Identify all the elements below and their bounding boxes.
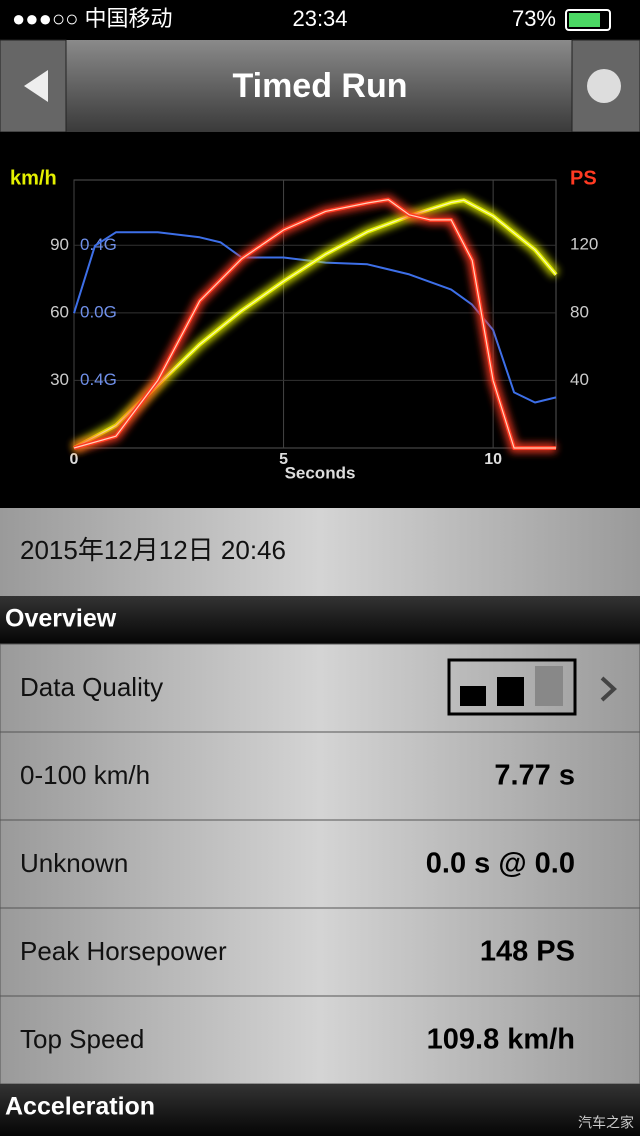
x-axis-label: Seconds [285,463,356,482]
date-row [0,508,640,596]
quality-bar [497,677,524,706]
row [0,731,640,821]
battery-icon [565,9,611,31]
series-line [73,231,557,404]
y-tick-label: 30 [50,370,69,389]
row-value: 148 PS [480,936,575,968]
row-label: Unknown [20,848,128,878]
line-core [73,198,556,449]
quality-bar [535,666,563,706]
quality-bar [460,686,486,706]
section-title: Overview [5,605,117,633]
row-label: Top Speed [20,1024,144,1054]
battery-level [569,13,600,27]
nav-title: Timed Run [232,67,407,105]
watermark: 汽车之家 [578,1115,634,1131]
g-tick-label: 0.4G [80,235,117,254]
g-tick-label: 0.4G [80,370,117,389]
y-axis-label: km/h [10,167,57,189]
x-tick-label: 0 [70,451,79,468]
g-tick-label: 0.0G [80,303,117,322]
date: 2015年12月12日 20:46 [20,535,286,565]
carrier: ●●●○○ 中国移动 [12,6,173,31]
row-value: 109.8 km/h [427,1024,575,1056]
y-tick-label: 90 [50,235,69,254]
clock: 23:34 [292,6,347,31]
section-header [0,596,640,644]
y2-tick-label: 120 [570,235,598,254]
y2-tick-label: 80 [570,302,589,321]
back-arrow [24,70,48,102]
y-tick-label: 60 [50,302,69,321]
gear-icon [587,69,621,103]
x-tick-label: 5 [279,451,288,468]
line-core [73,199,557,449]
status-bar [0,0,640,40]
row-label: Peak Horsepower [20,936,227,966]
chart: 0 5 10 30 60 90 40 80 120 0.4G 0.0G 0.4G Seconds km/h… [10,167,598,482]
section-title: Acceleration [5,1093,155,1121]
quality-box [447,658,577,716]
rows: Data Quality 0-100 km/h 7.77 s Unknown 0.0 s… [0,643,640,1085]
nav-bar [0,40,640,132]
row [0,819,640,909]
row-value: 0.0 s @ 0.0 [426,848,575,880]
chevron [600,676,617,702]
x-tick-label: 10 [484,451,502,468]
row-value: 7.77 s [494,760,575,792]
row-label: Data Quality [20,672,163,702]
section-header [0,1084,640,1136]
row [0,995,640,1085]
row [0,907,640,997]
row-label: 0-100 km/h [20,760,150,790]
battery-percent: 73% [512,6,556,31]
y2-tick-label: 40 [570,370,589,389]
y2-axis-label: PS [570,167,597,189]
